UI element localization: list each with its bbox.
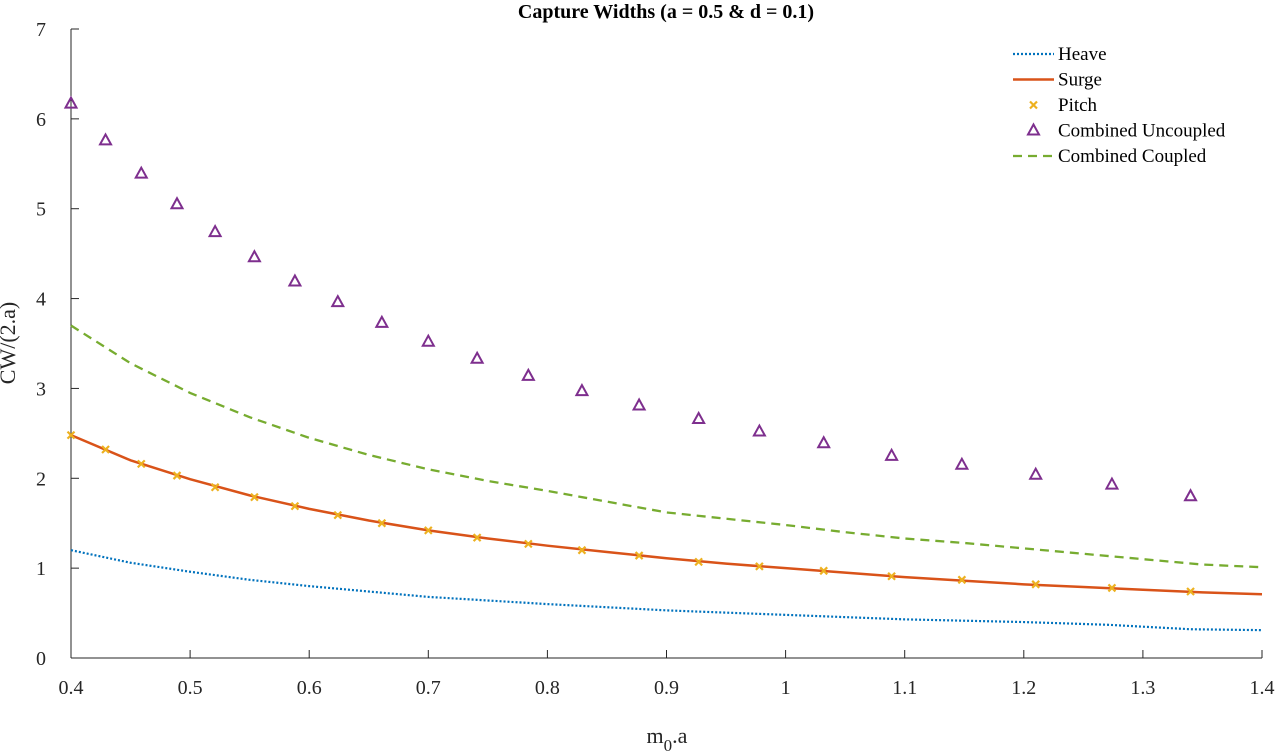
combined-uncoupled-marker xyxy=(421,333,436,347)
combined-uncoupled-marker xyxy=(207,224,223,238)
pitch-marker xyxy=(577,545,587,555)
pitch-marker xyxy=(694,557,703,567)
legend-item-pitch: Pitch xyxy=(1029,95,1098,116)
pitch-marker xyxy=(136,459,146,469)
y-ticks: 0 1 2 3 4 5 6 7 xyxy=(36,19,79,670)
y-tick-label: 3 xyxy=(36,378,46,400)
x-tick-label: 0.7 xyxy=(416,677,441,699)
pitch-marker xyxy=(887,571,896,581)
combined-uncoupled-marker xyxy=(63,95,79,109)
series-combined-coupled xyxy=(70,324,1263,569)
series-heave xyxy=(70,549,1263,632)
y-tick-label: 2 xyxy=(36,468,46,490)
pitch-marker xyxy=(1107,583,1117,593)
legend-label: Pitch xyxy=(1058,95,1098,116)
x-tick-label: 0.6 xyxy=(297,677,322,699)
pitch-marker xyxy=(333,510,343,520)
combined-uncoupled-marker xyxy=(169,196,185,210)
combined-uncoupled-marker xyxy=(287,273,303,287)
combined-uncoupled-marker xyxy=(247,249,262,263)
pitch-marker xyxy=(172,471,182,480)
combined-uncoupled-marker xyxy=(631,397,647,411)
x-tick-label: 1.1 xyxy=(892,677,917,699)
legend-item-heave: Heave xyxy=(1013,44,1107,65)
combined-uncoupled-marker xyxy=(521,367,536,381)
pitch-marker xyxy=(524,539,533,549)
x-axis-label-tail: .a xyxy=(672,723,688,748)
x-tick-label: 1.3 xyxy=(1130,677,1155,699)
x-ticks: 0.4 0.5 0.6 0.7 0.8 0.9 1 1.1 1.2 1.3 1.4 xyxy=(59,650,1275,699)
legend-label: Combined Uncoupled xyxy=(1058,121,1226,142)
combined-uncoupled-marker xyxy=(1104,476,1120,490)
y-tick-label: 5 xyxy=(36,199,46,221)
legend-item-combined-uncoupled: Combined Uncoupled xyxy=(1026,121,1226,142)
series-layer xyxy=(63,95,1263,632)
pitch-marker xyxy=(250,492,259,502)
combined-uncoupled-marker xyxy=(374,314,390,328)
combined-uncoupled-marker xyxy=(752,423,767,437)
pitch-marker xyxy=(377,518,387,528)
x-tick-label: 0.9 xyxy=(654,677,679,699)
x-tick-label: 0.8 xyxy=(535,677,560,699)
combined-uncoupled-marker xyxy=(469,350,485,364)
pitch-marker xyxy=(66,430,76,440)
legend-label: Heave xyxy=(1058,44,1107,65)
pitch-marker xyxy=(1031,580,1040,589)
series-surge xyxy=(70,433,1263,596)
combined-uncoupled-marker xyxy=(574,383,590,397)
legend: Heave Surge Pitch Combined Uncoupled Combine… xyxy=(1013,44,1226,167)
pitch-marker xyxy=(290,501,300,511)
series-combined-uncoupled xyxy=(63,95,1198,502)
combined-uncoupled-marker xyxy=(1183,488,1198,502)
combined-uncoupled-marker xyxy=(816,435,831,449)
x-axis-label-main: m xyxy=(647,723,664,748)
legend-item-surge: Surge xyxy=(1013,70,1102,91)
series-pitch xyxy=(66,430,1195,596)
combined-uncoupled-marker xyxy=(98,132,113,146)
pitch-marker xyxy=(819,566,828,576)
combined-uncoupled-marker xyxy=(1028,466,1043,480)
pitch-marker xyxy=(472,533,482,542)
heave-line xyxy=(70,549,1263,632)
pitch-marker xyxy=(424,526,433,535)
y-tick-label: 4 xyxy=(36,289,46,311)
combined-coupled-line xyxy=(70,324,1263,569)
x-tick-label: 0.5 xyxy=(178,677,203,699)
pitch-marker xyxy=(210,482,220,492)
combined-uncoupled-marker xyxy=(691,410,706,424)
pitch-marker xyxy=(1186,587,1195,596)
x-tick-label: 1.2 xyxy=(1011,677,1036,699)
x-axis-label-subscript: 0 xyxy=(664,736,673,755)
y-tick-label: 0 xyxy=(36,648,46,670)
legend-swatch xyxy=(1029,100,1038,110)
x-tick-label: 1 xyxy=(781,677,791,699)
y-axis-label: CW/(2.a) xyxy=(0,302,20,384)
combined-uncoupled-marker xyxy=(134,165,149,179)
pitch-marker xyxy=(101,445,110,454)
legend-label: Combined Coupled xyxy=(1058,146,1207,167)
pitch-marker xyxy=(634,551,644,560)
y-tick-label: 1 xyxy=(36,558,46,580)
x-axis-label: m0.a xyxy=(647,723,688,755)
pitch-marker xyxy=(755,562,764,571)
legend-label: Surge xyxy=(1058,70,1102,91)
legend-swatch xyxy=(1026,122,1041,136)
pitch-marker xyxy=(957,575,967,585)
combined-uncoupled-marker xyxy=(954,456,970,470)
y-tick-label: 7 xyxy=(36,19,46,41)
axes: 0.4 0.5 0.6 0.7 0.8 0.9 1 1.1 1.2 1.3 1.4 0 1 2 3 4 5 6 7 xyxy=(36,19,1275,699)
x-tick-label: 1.4 xyxy=(1250,677,1275,699)
combined-uncoupled-marker xyxy=(330,294,345,308)
chart-title: Capture Widths (a = 0.5 & d = 0.1) xyxy=(518,1,814,23)
x-tick-label: 0.4 xyxy=(59,677,84,699)
legend-item-combined-coupled: Combined Coupled xyxy=(1013,146,1207,167)
surge-line xyxy=(70,433,1263,596)
combined-uncoupled-marker xyxy=(884,447,899,461)
y-tick-label: 6 xyxy=(36,109,46,131)
